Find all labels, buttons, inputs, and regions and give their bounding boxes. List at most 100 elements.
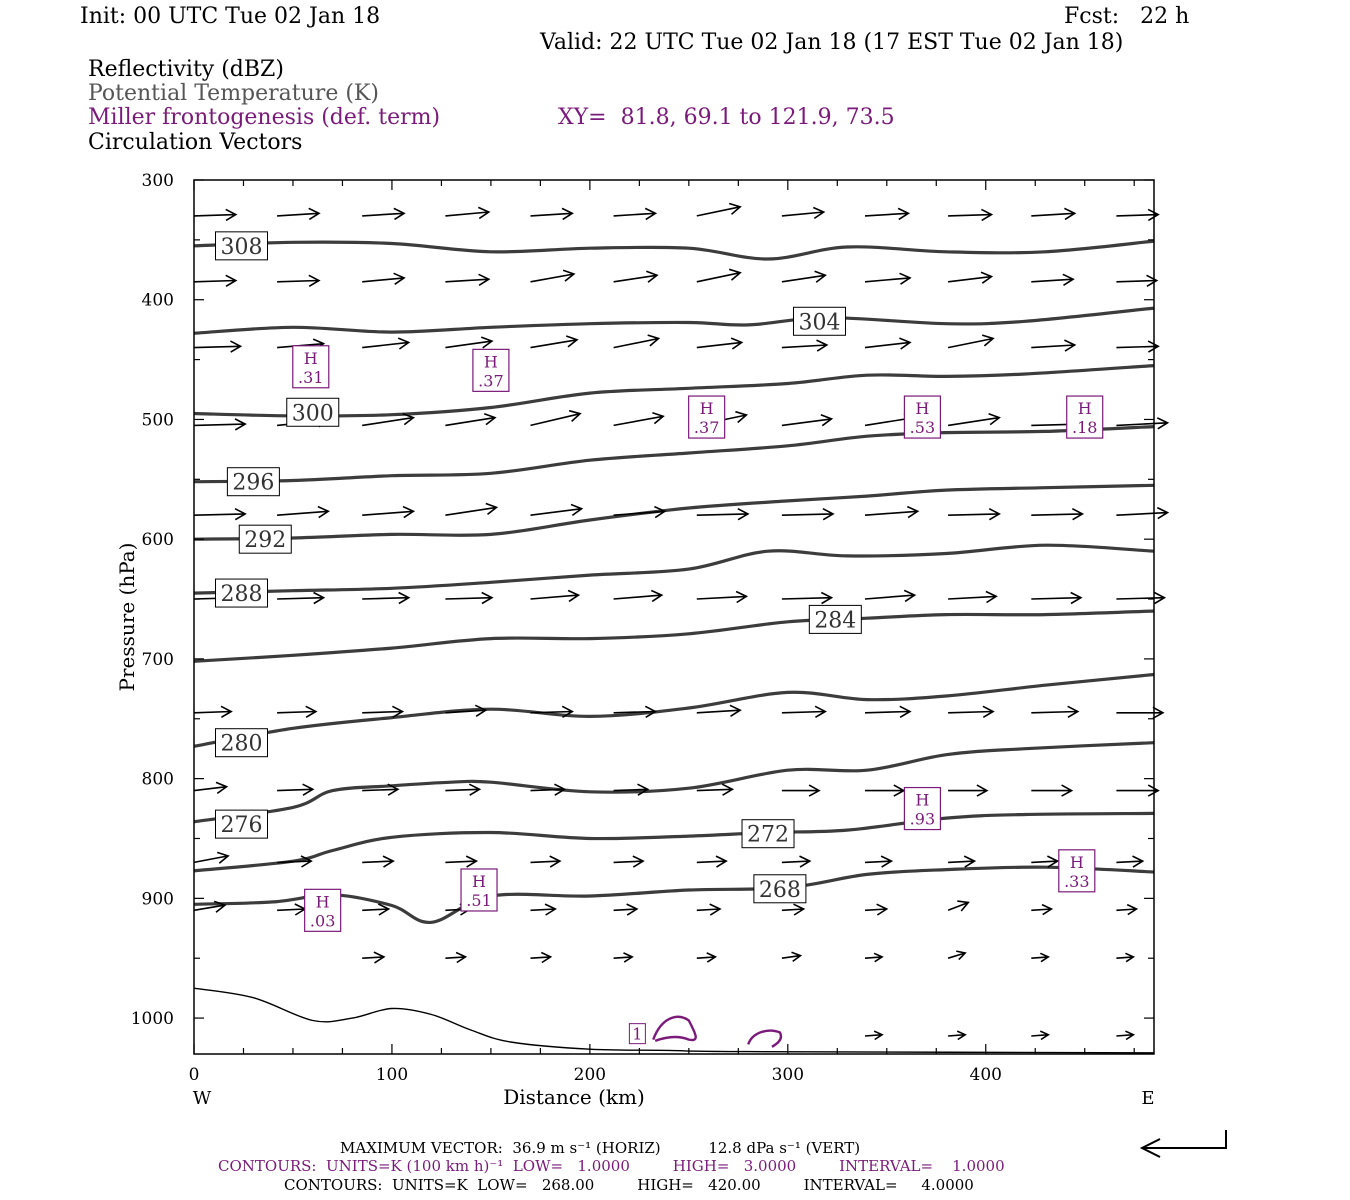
circulation-vector: [193, 507, 247, 521]
circulation-vector: [613, 589, 664, 603]
circulation-vector: [362, 783, 400, 796]
circulation-vector: [445, 502, 499, 516]
svg-text:268: 268: [759, 878, 801, 903]
circulation-vector: [1031, 1030, 1050, 1041]
svg-text:.93: .93: [910, 810, 935, 829]
circulation-vector: [362, 705, 405, 718]
circulation-vector: [445, 413, 497, 427]
circulation-vector: [947, 334, 995, 349]
circulation-vector: [948, 590, 998, 604]
circulation-vector: [781, 270, 827, 283]
circulation-vector: [696, 855, 728, 868]
circulation-vector: [1116, 340, 1160, 353]
svg-text:.33: .33: [1064, 872, 1089, 891]
circulation-vector: [1031, 591, 1083, 605]
circulation-vector: [613, 505, 667, 519]
circulation-vector: [696, 590, 749, 604]
circulation-vector: [948, 705, 995, 718]
circulation-vector: [277, 705, 318, 718]
theta-label-276: 276: [215, 809, 269, 839]
circulation-vector: [948, 784, 989, 797]
theta-label-292: 292: [238, 524, 292, 554]
fronto-max-marker: H.18: [1066, 395, 1104, 439]
y-tick-label: 900: [142, 889, 174, 909]
circulation-vector: [362, 505, 416, 519]
svg-text:H: H: [915, 791, 929, 810]
svg-text:.37: .37: [478, 371, 503, 390]
svg-text:300: 300: [292, 401, 334, 426]
theta-label-280: 280: [215, 728, 269, 758]
svg-text:276: 276: [221, 813, 263, 838]
circulation-vector: [530, 705, 574, 718]
y-tick-label: 500: [142, 410, 174, 430]
svg-text:308: 308: [221, 235, 263, 260]
svg-text:H: H: [484, 352, 498, 371]
circulation-vector: [696, 903, 722, 916]
circulation-vector: [445, 336, 494, 349]
circulation-vector: [613, 270, 659, 283]
svg-text:288: 288: [221, 582, 263, 607]
circulation-vector: [530, 855, 562, 868]
x-tick-label: 100: [376, 1065, 408, 1085]
circulation-vector: [277, 274, 321, 287]
svg-text:1: 1: [632, 1025, 642, 1044]
circulation-vector: [948, 271, 994, 284]
circulation-vector: [696, 268, 742, 283]
circulation-vector: [696, 202, 742, 217]
circulation-vector: [781, 951, 803, 963]
circulation-vector: [864, 589, 917, 603]
circulation-vector: [948, 507, 1001, 521]
circulation-vector: [530, 903, 557, 916]
circulation-vector: [530, 589, 581, 603]
circulation-vector: [781, 784, 821, 797]
circulation-vector: [362, 337, 411, 350]
circulation-vector: [696, 783, 735, 796]
theta-label-268: 268: [753, 874, 807, 904]
circulation-vector: [445, 206, 491, 220]
circulation-vector: [530, 503, 584, 517]
svg-text:304: 304: [798, 310, 840, 335]
circulation-vector: [781, 414, 834, 427]
theta-label-272: 272: [741, 819, 795, 849]
circulation-vector: [530, 951, 553, 964]
fronto-max-marker: H.37: [688, 395, 726, 439]
fronto-max-marker: H.03: [304, 888, 342, 932]
circulation-vector: [864, 337, 912, 350]
circulation-vector: [947, 950, 967, 961]
circulation-vector: [530, 335, 579, 349]
circulation-vector: [696, 337, 744, 350]
valid-time: Valid: 22 UTC Tue 02 Jan 18 (17 EST Tue …: [540, 30, 1124, 55]
fronto-max-marker: H.33: [1058, 849, 1096, 893]
circulation-vector: [1116, 417, 1170, 430]
svg-text:292: 292: [244, 528, 286, 553]
circulation-vector: [781, 855, 812, 868]
theta-label-284: 284: [808, 604, 862, 634]
theta-contour-304: [193, 306, 1155, 335]
theta-label-304: 304: [792, 306, 846, 336]
circulation-vector: [1031, 339, 1077, 352]
svg-text:296: 296: [232, 471, 274, 496]
terrain-line: [193, 987, 1155, 1054]
circulation-vector: [781, 206, 826, 220]
y-axis-label: Pressure (hPa): [115, 543, 139, 692]
circulation-vector: [864, 952, 884, 963]
svg-text:.51: .51: [466, 891, 491, 910]
circulation-vector: [864, 272, 912, 285]
circulation-vector: [277, 783, 315, 796]
theta-label-288: 288: [215, 578, 269, 608]
circulation-vector: [362, 207, 406, 221]
circulation-vector: [613, 334, 661, 349]
field-vectors: Circulation Vectors: [88, 130, 303, 155]
circulation-vector: [1116, 952, 1136, 963]
circulation-vector: [864, 1030, 884, 1041]
fronto-contour-info: CONTOURS: UNITS=K (100 km h)⁻¹ LOW= 1.00…: [218, 1157, 1005, 1175]
svg-text:.18: .18: [1072, 418, 1097, 437]
theta-contour-292: [193, 483, 1155, 541]
circulation-vector: [948, 208, 994, 222]
circulation-vector: [1116, 784, 1160, 797]
reflectivity-contour: [652, 1015, 697, 1042]
fronto-max-marker: H.37: [472, 348, 510, 392]
circulation-vector: [947, 900, 970, 912]
forecast-hour: Fcst: 22 h: [1064, 4, 1190, 29]
